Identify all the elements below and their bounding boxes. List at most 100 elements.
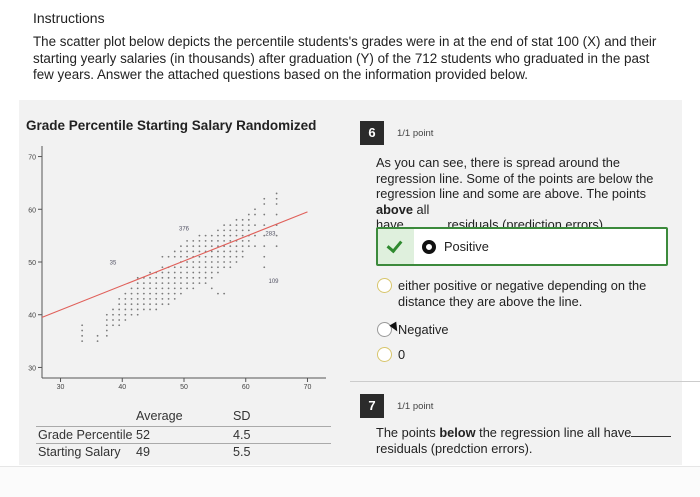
data-point xyxy=(204,234,207,237)
data-point xyxy=(198,234,201,237)
data-point xyxy=(155,308,158,311)
data-point xyxy=(136,303,139,306)
data-point xyxy=(210,287,213,290)
data-point xyxy=(149,298,151,300)
radio-option-either[interactable] xyxy=(377,278,392,293)
radio-option-zero[interactable] xyxy=(377,347,392,362)
data-point xyxy=(167,292,170,295)
stats-sd: 5.5 xyxy=(233,445,251,459)
data-point xyxy=(142,287,145,290)
data-point xyxy=(105,324,108,327)
data-point xyxy=(223,224,226,226)
data-point xyxy=(173,250,176,253)
data-point xyxy=(275,245,278,248)
checkmark-icon xyxy=(386,236,403,254)
data-point xyxy=(217,240,219,242)
option-label-positive: Positive xyxy=(444,239,489,254)
x-tick-label: 70 xyxy=(304,384,312,391)
data-point xyxy=(96,340,99,342)
data-point xyxy=(180,287,182,290)
data-point xyxy=(204,255,207,258)
stats-row-grade: Grade Percentile 52 4.5 xyxy=(36,426,331,443)
y-tick-label: 60 xyxy=(28,207,36,214)
data-point xyxy=(130,298,133,300)
data-point xyxy=(275,203,278,205)
question-7-number: 7 xyxy=(360,394,384,418)
data-point xyxy=(254,234,256,237)
data-point xyxy=(149,282,151,284)
data-point xyxy=(263,213,266,216)
data-point xyxy=(229,250,232,253)
question-7-text: The points below the regression line all… xyxy=(376,425,676,456)
data-point xyxy=(105,319,108,321)
data-point xyxy=(192,287,195,290)
data-point xyxy=(263,266,266,269)
point-annotation: 283 xyxy=(265,232,276,238)
data-point xyxy=(198,282,201,284)
data-point xyxy=(229,255,232,258)
stats-header-sd: SD xyxy=(233,409,251,423)
x-tick-label: 60 xyxy=(242,384,250,391)
data-point xyxy=(223,266,226,269)
data-point xyxy=(210,276,213,279)
data-point xyxy=(173,292,176,295)
data-point xyxy=(186,276,188,279)
data-point xyxy=(198,276,201,279)
data-point xyxy=(198,250,201,253)
y-tick-label: 30 xyxy=(28,365,36,372)
data-point xyxy=(161,255,164,258)
data-point xyxy=(161,276,164,279)
data-point xyxy=(217,261,219,263)
data-point xyxy=(241,240,244,242)
data-point xyxy=(130,287,133,290)
data-point xyxy=(149,303,151,306)
stats-avg: 52 xyxy=(136,428,151,442)
data-point xyxy=(173,298,176,300)
data-point xyxy=(118,308,121,311)
data-point xyxy=(167,271,170,274)
data-point xyxy=(155,287,158,290)
data-point xyxy=(186,287,188,290)
data-point xyxy=(142,292,145,295)
data-point xyxy=(217,292,219,295)
data-point xyxy=(217,266,219,269)
data-point xyxy=(180,276,182,279)
data-point xyxy=(263,234,266,237)
data-point xyxy=(192,261,195,263)
data-point xyxy=(275,197,278,200)
data-point xyxy=(167,287,170,290)
data-point xyxy=(130,303,133,306)
data-point xyxy=(192,282,195,284)
data-point xyxy=(241,224,244,226)
data-point xyxy=(173,271,176,274)
data-point xyxy=(186,250,188,253)
question-6-text: As you can see, there is spread around t… xyxy=(376,155,676,233)
data-point xyxy=(229,240,232,242)
data-point xyxy=(247,229,250,232)
data-point xyxy=(136,308,139,311)
data-point xyxy=(186,245,188,248)
selected-answer-positive[interactable]: Positive xyxy=(376,227,668,266)
data-point xyxy=(136,292,139,295)
data-point xyxy=(105,313,108,316)
question-7-points: 1/1 point xyxy=(397,401,434,412)
data-point xyxy=(241,229,244,232)
correct-indicator xyxy=(378,229,414,264)
data-point xyxy=(130,308,133,311)
data-point xyxy=(130,313,133,316)
data-point xyxy=(254,224,256,226)
data-point xyxy=(149,276,151,279)
data-point xyxy=(210,266,213,269)
data-point xyxy=(186,271,188,274)
data-point xyxy=(210,261,213,263)
data-point xyxy=(263,245,266,248)
radio-option-negative[interactable] xyxy=(377,322,392,337)
x-tick-label: 40 xyxy=(118,384,126,391)
data-point xyxy=(229,229,232,232)
data-point xyxy=(173,266,176,269)
data-point xyxy=(275,213,278,216)
data-point xyxy=(198,261,201,263)
data-point xyxy=(180,255,182,258)
data-point xyxy=(136,282,139,284)
data-point xyxy=(136,276,139,279)
